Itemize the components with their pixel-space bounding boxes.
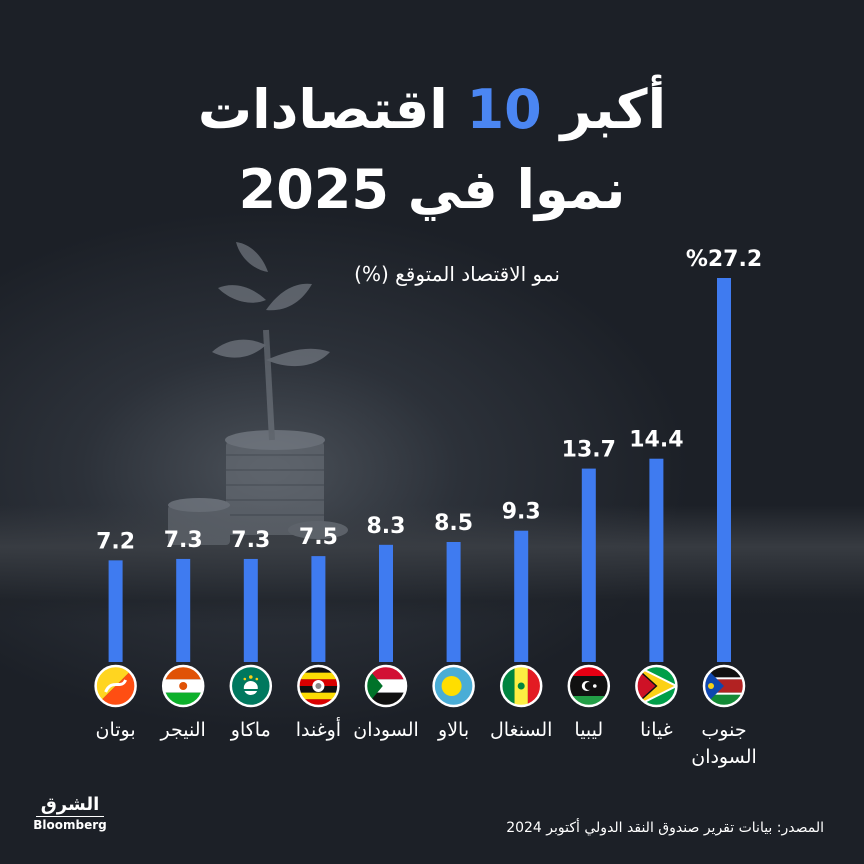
bar: [446, 542, 461, 662]
bar: [243, 558, 258, 662]
value-label: 8.3: [367, 514, 406, 539]
asharq-bloomberg-logo: الشرق Bloomberg: [32, 794, 116, 840]
uganda-flag-icon: [297, 664, 340, 708]
category-label: ليبيا: [574, 719, 603, 741]
category-label: جنوب: [701, 719, 746, 741]
senegal-flag-icon: [499, 664, 543, 708]
value-label: 14.4: [629, 428, 683, 453]
bar: [649, 458, 664, 662]
south-sudan-flag-icon: [702, 664, 746, 708]
libya-flag-icon: [567, 664, 611, 708]
macau-flag-icon: [229, 664, 273, 708]
category-label: ماكاو: [230, 719, 271, 741]
value-label: 13.7: [562, 438, 616, 463]
guyana-flag-icon: [635, 664, 678, 708]
category-label: غيانا: [640, 719, 673, 741]
bar: [581, 468, 596, 662]
value-label: 7.2: [96, 529, 135, 554]
category-label: بالاو: [437, 719, 469, 741]
bar: [176, 558, 191, 662]
bhutan-flag-icon: [94, 664, 137, 708]
chart-title-line-1: أكبر 10 اقتصادات: [197, 78, 667, 141]
bar: [108, 560, 123, 662]
value-label: 7.3: [164, 528, 203, 553]
category-label: بوتان: [96, 719, 136, 741]
value-label: 7.5: [299, 525, 338, 550]
value-label: 9.3: [502, 500, 541, 525]
category-label: السودان: [353, 719, 419, 741]
category-label: السنغال: [490, 719, 553, 741]
value-label: %27.2: [686, 247, 762, 272]
sudan-flag-icon: [364, 664, 408, 708]
logo-asharq-text: الشرق: [36, 794, 104, 817]
logo-bloomberg-text: Bloomberg: [33, 818, 107, 832]
title-highlight-number: 10: [466, 78, 542, 141]
niger-flag-icon: [161, 664, 205, 708]
bar: [379, 544, 393, 662]
palau-flag-icon: [432, 664, 475, 708]
category-label: النيجر: [160, 719, 206, 741]
value-label: 7.3: [231, 528, 270, 553]
value-label: 8.5: [434, 511, 473, 536]
category-label: أوغندا: [296, 717, 341, 741]
chart-subtitle: نمو الاقتصاد المتوقع (%): [354, 262, 560, 286]
category-label: السودان: [691, 746, 757, 768]
bar: [311, 556, 326, 662]
source-note: المصدر: بيانات تقرير صندوق النقد الدولي …: [506, 820, 824, 836]
bar: [717, 278, 731, 662]
chart-title-line-2: نموا في 2025: [238, 158, 626, 221]
bar: [514, 530, 529, 662]
